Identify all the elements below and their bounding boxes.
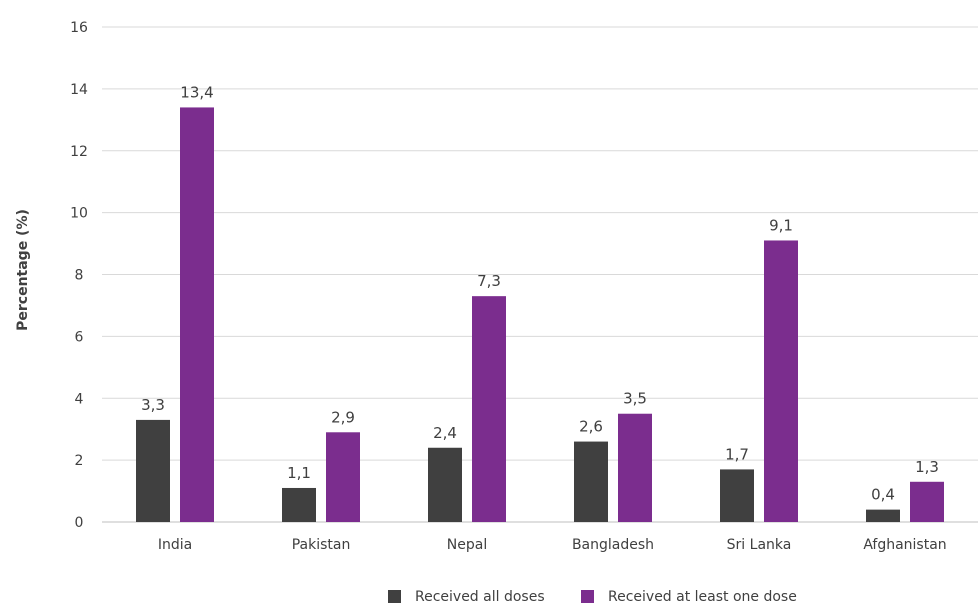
y-tick-label: 10 <box>70 206 88 222</box>
bar-all-doses <box>282 487 316 522</box>
data-labels: 3,3 13,4 1,1 2,9 2,4 7,3 2,6 3,5 1,7 9,1 0,4 1,3 <box>141 83 939 503</box>
x-axis-categories: India Pakistan Nepal Bangladesh Sri Lanka Afg… <box>158 537 947 553</box>
data-label: 0,4 <box>871 486 895 504</box>
bar-one-dose <box>326 432 360 522</box>
bar-all-doses <box>866 509 900 522</box>
bar-all-doses <box>428 447 462 522</box>
y-tick-label: 6 <box>75 329 84 345</box>
bar-one-dose <box>180 107 214 522</box>
legend-swatch <box>581 590 594 603</box>
data-label: 1,1 <box>287 464 311 482</box>
y-tick-label: 16 <box>70 20 88 36</box>
y-tick-label: 14 <box>70 82 88 98</box>
bar-all-doses <box>574 441 608 522</box>
y-axis-title: Percentage (%) <box>15 209 31 331</box>
legend-swatch <box>388 590 401 603</box>
gridlines <box>102 26 978 523</box>
bar-all-doses <box>136 419 170 522</box>
bar-one-dose <box>764 240 798 522</box>
category-label: Afghanistan <box>863 537 946 553</box>
data-label: 2,6 <box>579 418 603 436</box>
data-label: 3,3 <box>141 396 165 414</box>
legend-label: Received all doses <box>415 589 545 604</box>
data-label: 2,4 <box>433 424 457 442</box>
legend-label: Received at least one dose <box>608 589 797 604</box>
category-label: Bangladesh <box>572 537 654 553</box>
y-tick-label: 2 <box>75 453 84 469</box>
category-label: Pakistan <box>292 537 351 553</box>
data-label: 3,5 <box>623 390 647 408</box>
y-tick-label: 4 <box>75 391 84 407</box>
data-label: 13,4 <box>180 83 213 101</box>
legend: Received all doses Received at least one … <box>388 589 797 605</box>
data-label: 1,3 <box>915 458 939 476</box>
data-label: 9,1 <box>769 216 793 234</box>
y-tick-label: 0 <box>75 515 84 531</box>
bar-all-doses <box>720 469 754 522</box>
y-tick-label: 8 <box>75 268 84 284</box>
bars <box>136 107 944 522</box>
bar-one-dose <box>472 296 506 522</box>
category-label: India <box>158 537 192 553</box>
data-label: 1,7 <box>725 445 749 463</box>
bar-one-dose <box>910 481 944 522</box>
data-label: 2,9 <box>331 408 355 426</box>
category-label: Nepal <box>447 537 487 553</box>
data-label: 7,3 <box>477 272 501 290</box>
y-axis-ticks: 0 2 4 6 8 10 12 14 16 <box>70 20 88 531</box>
bar-one-dose <box>618 413 652 522</box>
category-label: Sri Lanka <box>727 537 792 553</box>
y-tick-label: 12 <box>70 144 88 160</box>
